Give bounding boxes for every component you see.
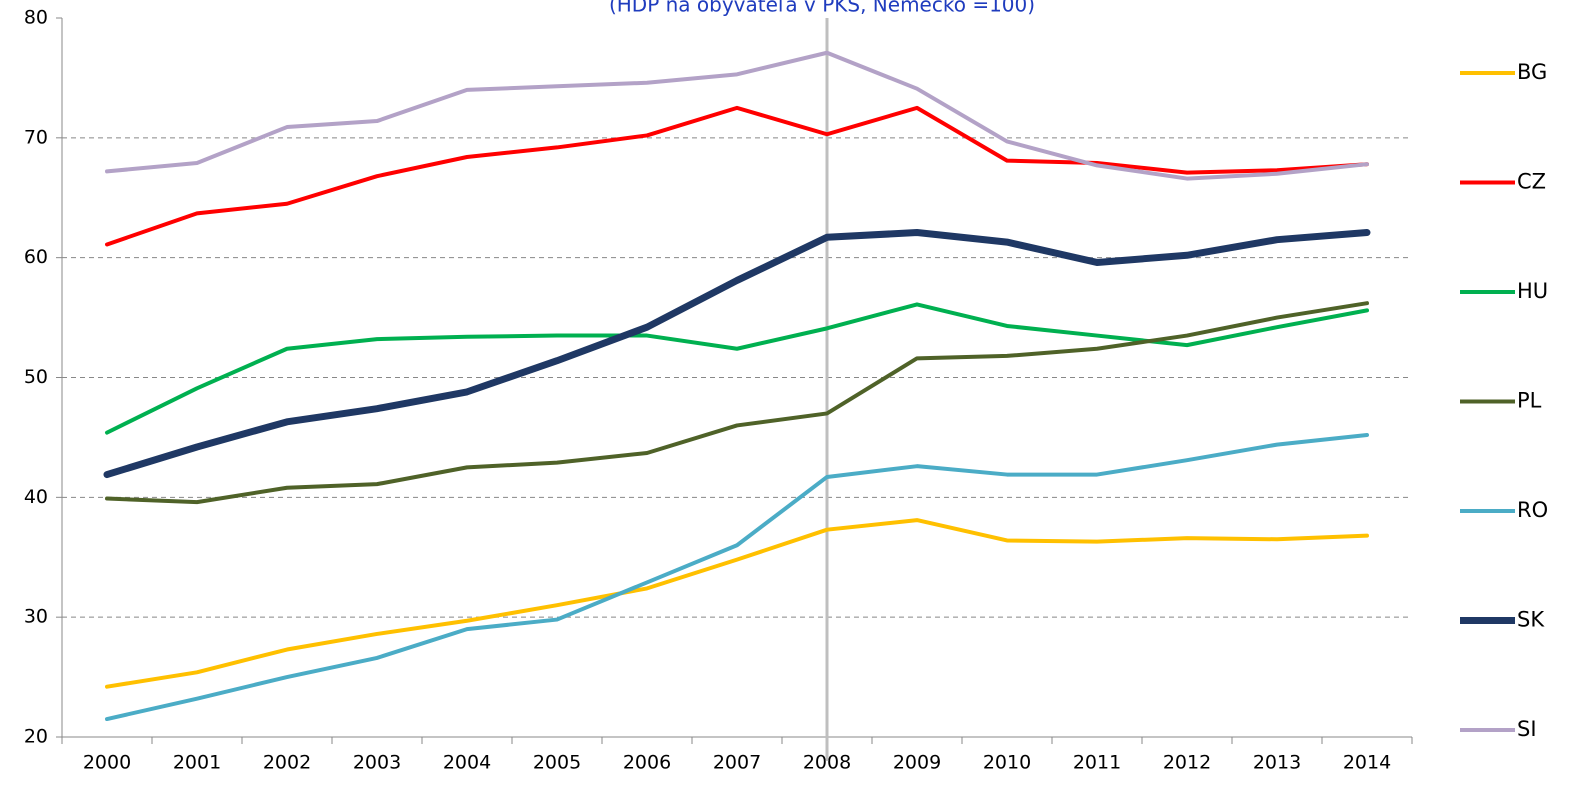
y-tick-label: 40 [24, 486, 48, 508]
legend-label: HU [1517, 279, 1548, 303]
series-line [105, 302, 1369, 435]
y-tick-label: 70 [24, 126, 48, 148]
series-line [105, 105, 1369, 247]
legend-label: RO [1517, 498, 1548, 522]
x-tick-label: 2013 [1253, 752, 1301, 774]
legend-label: CZ [1517, 170, 1546, 194]
x-tick-label: 2009 [893, 752, 941, 774]
y-tick-label: 20 [24, 726, 48, 748]
series-line [105, 50, 1369, 181]
chart-subtitle: (HDP na obyvateľa v PKS, Nemecko =100) [609, 0, 1035, 17]
series-line [105, 433, 1369, 722]
x-tick-label: 2000 [83, 752, 131, 774]
x-tick-label: 2004 [443, 752, 491, 774]
x-tick-label: 2010 [983, 752, 1031, 774]
x-tick-label: 2007 [713, 752, 761, 774]
legend-label: SI [1517, 717, 1537, 741]
x-tick-label: 2005 [533, 752, 581, 774]
x-tick-label: 2011 [1073, 752, 1121, 774]
x-tick-label: 2003 [353, 752, 401, 774]
x-tick-label: 2008 [803, 752, 851, 774]
series-line [103, 229, 1371, 479]
x-tick-label: 2002 [263, 752, 311, 774]
y-tick-label: 80 [24, 7, 48, 29]
legend-label: PL [1517, 389, 1542, 413]
y-tick-label: 50 [24, 366, 48, 388]
x-tick-label: 2006 [623, 752, 671, 774]
x-tick-label: 2001 [173, 752, 221, 774]
x-tick-label: 2014 [1343, 752, 1391, 774]
series-line [105, 301, 1369, 505]
x-tick-label: 2012 [1163, 752, 1211, 774]
series-line [105, 518, 1369, 689]
y-tick-label: 30 [24, 606, 48, 628]
legend-label: SK [1517, 608, 1545, 632]
y-tick-label: 60 [24, 246, 48, 268]
legend-label: BG [1517, 60, 1547, 84]
